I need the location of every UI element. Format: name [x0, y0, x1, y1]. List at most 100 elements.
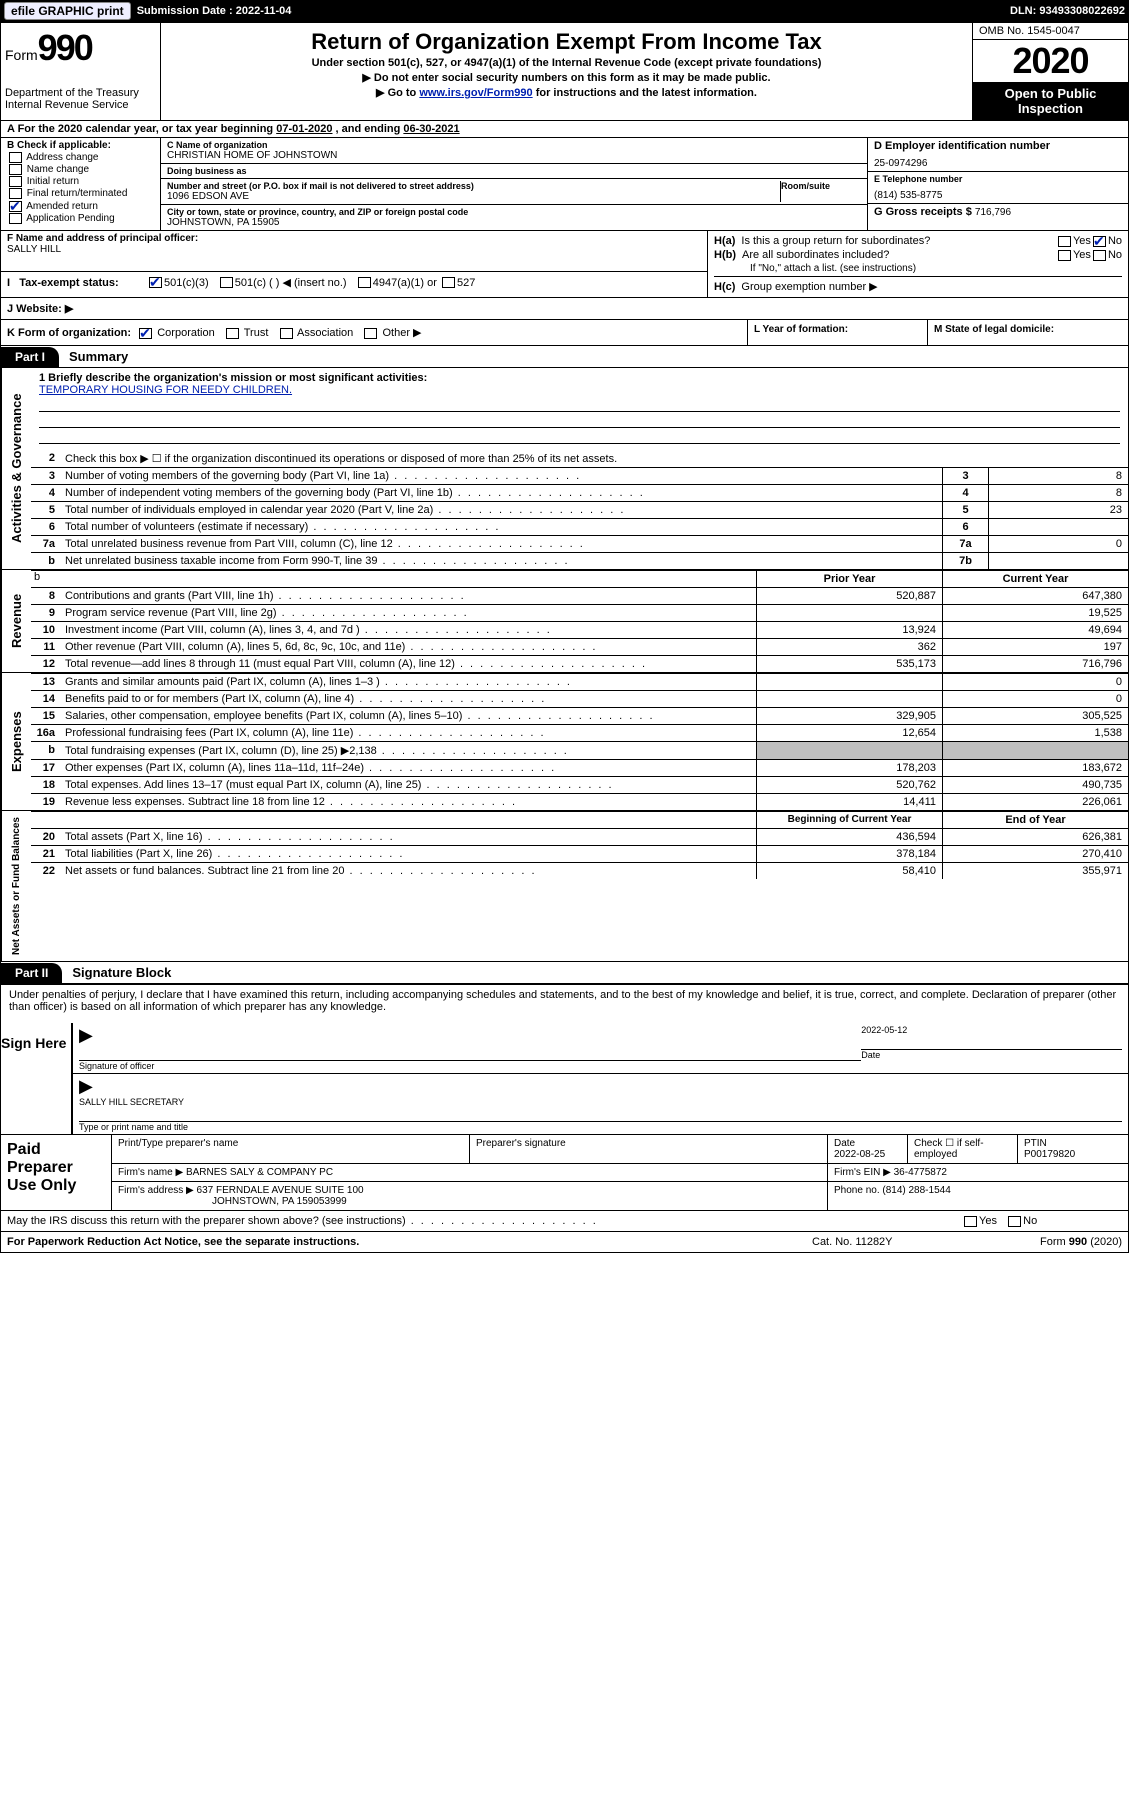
efile-print-button[interactable]: efile GRAPHIC print	[4, 2, 131, 20]
header-mid: Return of Organization Exempt From Incom…	[161, 23, 973, 120]
footer: For Paperwork Reduction Act Notice, see …	[1, 1231, 1128, 1252]
revenue-header: b Prior Year Current Year	[31, 570, 1128, 587]
firm-name: BARNES SALY & COMPANY PC	[186, 1167, 333, 1178]
form-header: Form990 Department of the Treasury Inter…	[1, 23, 1128, 120]
table-row: 17Other expenses (Part IX, column (A), l…	[31, 759, 1128, 776]
korg-option[interactable]: Association	[278, 327, 363, 339]
omb-number: OMB No. 1545-0047	[973, 23, 1128, 40]
address-cell: Number and street (or P.O. box if mail i…	[161, 179, 867, 205]
discuss-no[interactable]	[1008, 1216, 1021, 1227]
table-row: 11Other revenue (Part VIII, column (A), …	[31, 638, 1128, 655]
hb-no[interactable]	[1093, 250, 1106, 261]
tax-year: 2020	[973, 40, 1128, 82]
part1-tab: Part I	[1, 347, 59, 367]
meta-row: B Check if applicable: Address change Na…	[1, 137, 1128, 230]
telephone-cell: E Telephone number (814) 535-8775	[868, 172, 1128, 204]
perjury-statement: Under penalties of perjury, I declare th…	[1, 983, 1128, 1017]
checkbox-4947[interactable]	[358, 277, 371, 288]
firm-address1: 637 FERNDALE AVENUE SUITE 100	[197, 1185, 364, 1196]
box-c: C Name of organization CHRISTIAN HOME OF…	[161, 138, 868, 230]
table-row: 21Total liabilities (Part X, line 26)378…	[31, 845, 1128, 862]
netassets-section: Net Assets or Fund Balances Beginning of…	[1, 810, 1128, 961]
tax-period: A For the 2020 calendar year, or tax yea…	[1, 120, 1128, 137]
instructions-link-line: ▶ Go to www.irs.gov/Form990 for instruct…	[171, 86, 962, 99]
box-i-label: I Tax-exempt status:	[7, 277, 137, 289]
revenue-section: Revenue b Prior Year Current Year 8Contr…	[1, 569, 1128, 672]
firm-address2: JOHNSTOWN, PA 159053999	[118, 1196, 821, 1207]
korg-option[interactable]: Other ▶	[362, 327, 430, 339]
box-d: D Employer identification number 25-0974…	[868, 138, 1128, 230]
boxb-item[interactable]: Initial return	[7, 176, 154, 187]
ha-yes[interactable]	[1058, 236, 1071, 247]
gov-line: bNet unrelated business taxable income f…	[31, 552, 1128, 569]
principal-officer-name: SALLY HILL	[7, 244, 701, 255]
box-l: L Year of formation:	[748, 320, 928, 345]
ein: 25-0974296	[874, 158, 1122, 169]
hb-yes[interactable]	[1058, 250, 1071, 261]
inspection-notice: Open to Public Inspection	[973, 82, 1128, 120]
expenses-section: Expenses 13Grants and similar amounts pa…	[1, 672, 1128, 810]
firm-ein: 36-4775872	[894, 1167, 947, 1178]
box-j: J Website: ▶	[1, 297, 1128, 319]
telephone: (814) 535-8775	[874, 190, 1122, 201]
checkbox-501c3[interactable]	[149, 277, 162, 288]
part2-header: Part II Signature Block	[1, 961, 1128, 983]
gov-line: 3Number of voting members of the governi…	[31, 467, 1128, 484]
gov-line: 2Check this box ▶ ☐ if the organization …	[31, 450, 1128, 467]
header-left: Form990 Department of the Treasury Inter…	[1, 23, 161, 120]
checkbox-501c[interactable]	[220, 277, 233, 288]
revenue-side-label: Revenue	[1, 570, 31, 672]
top-toolbar: efile GRAPHIC print Submission Date : 20…	[0, 0, 1129, 22]
netassets-side-label: Net Assets or Fund Balances	[1, 811, 31, 961]
dln: DLN: 93493308022692	[1010, 5, 1125, 17]
mission-text: TEMPORARY HOUSING FOR NEEDY CHILDREN.	[39, 384, 1120, 396]
form-number: Form990	[5, 27, 156, 69]
table-row: 15Salaries, other compensation, employee…	[31, 707, 1128, 724]
gross-receipts: 716,796	[975, 207, 1011, 218]
street-address: 1096 EDSON AVE	[167, 191, 780, 202]
paperwork-notice: For Paperwork Reduction Act Notice, see …	[7, 1236, 812, 1248]
city-cell: City or town, state or province, country…	[161, 205, 867, 230]
gov-line: 7aTotal unrelated business revenue from …	[31, 535, 1128, 552]
boxb-item[interactable]: Application Pending	[7, 213, 154, 224]
boxb-item[interactable]: Address change	[7, 152, 154, 163]
form-title: Return of Organization Exempt From Incom…	[171, 29, 962, 55]
officer-name-title: SALLY HILL SECRETARY	[79, 1097, 1122, 1107]
boxb-item[interactable]: Name change	[7, 164, 154, 175]
instructions-link[interactable]: www.irs.gov/Form990	[419, 87, 532, 99]
boxb-item[interactable]: Final return/terminated	[7, 188, 154, 199]
korg-option[interactable]: Corporation	[137, 327, 224, 339]
korg-option[interactable]: Trust	[224, 327, 278, 339]
part1-header: Part I Summary	[1, 345, 1128, 367]
box-b: B Check if applicable: Address change Na…	[1, 138, 161, 230]
form-container: Form990 Department of the Treasury Inter…	[0, 22, 1129, 1253]
gov-line: 5Total number of individuals employed in…	[31, 501, 1128, 518]
city-state-zip: JOHNSTOWN, PA 15905	[167, 217, 861, 228]
governance-side-label: Activities & Governance	[1, 368, 31, 569]
box-k: K Form of organization: Corporation Trus…	[1, 320, 748, 345]
ha-no[interactable]	[1093, 236, 1106, 247]
dba-cell: Doing business as	[161, 164, 867, 179]
part2-tab: Part II	[1, 963, 62, 983]
form-version: Form 990 (2020)	[972, 1236, 1122, 1248]
table-row: 22Net assets or fund balances. Subtract …	[31, 862, 1128, 879]
form-subtitle: Under section 501(c), 527, or 4947(a)(1)…	[171, 57, 962, 69]
ein-cell: D Employer identification number 25-0974…	[868, 138, 1128, 172]
box-f: F Name and address of principal officer:…	[1, 231, 708, 297]
paid-preparer-block: Paid Preparer Use Only Print/Type prepar…	[1, 1134, 1128, 1210]
table-row: 14Benefits paid to or for members (Part …	[31, 690, 1128, 707]
table-row: 9Program service revenue (Part VIII, lin…	[31, 604, 1128, 621]
checkbox-527[interactable]	[442, 277, 455, 288]
table-row: 12Total revenue—add lines 8 through 11 (…	[31, 655, 1128, 672]
box-h: H(a)Is this a group return for subordina…	[708, 231, 1128, 297]
governance-section: Activities & Governance 1 Briefly descri…	[1, 367, 1128, 569]
sign-here-block: Sign Here ▶ Signature of officer 2022-05…	[1, 1023, 1128, 1134]
mission-block: 1 Briefly describe the organization's mi…	[31, 368, 1128, 450]
table-row: 8Contributions and grants (Part VIII, li…	[31, 587, 1128, 604]
boxb-item[interactable]: Amended return	[7, 201, 154, 212]
table-row: 16aProfessional fundraising fees (Part I…	[31, 724, 1128, 741]
box-b-label: B Check if applicable:	[7, 140, 154, 151]
paid-preparer-label: Paid Preparer Use Only	[1, 1135, 111, 1210]
netassets-header: Beginning of Current Year End of Year	[31, 811, 1128, 828]
discuss-yes[interactable]	[964, 1216, 977, 1227]
